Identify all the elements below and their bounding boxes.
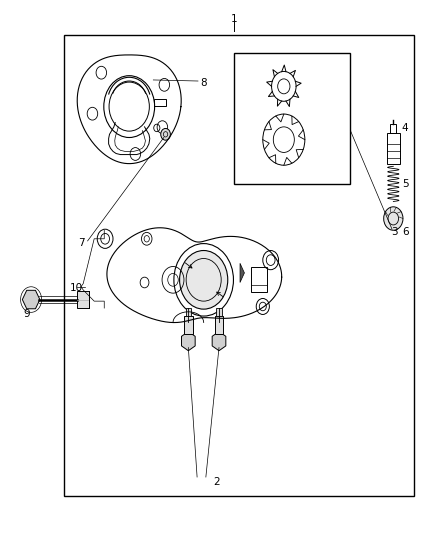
Bar — [390, 124, 396, 133]
Bar — [251, 266, 267, 292]
Bar — [387, 133, 400, 164]
Bar — [186, 308, 191, 316]
Polygon shape — [240, 263, 244, 282]
Bar — [154, 99, 166, 106]
Text: 4: 4 — [402, 123, 409, 133]
Text: 6: 6 — [402, 227, 409, 237]
Text: 9: 9 — [24, 310, 31, 319]
Bar — [215, 316, 223, 334]
Bar — [64, 35, 414, 496]
Circle shape — [384, 207, 403, 230]
Text: 2: 2 — [213, 478, 220, 487]
Text: 7: 7 — [78, 238, 85, 247]
Bar — [77, 291, 89, 308]
Circle shape — [180, 251, 228, 309]
Circle shape — [161, 128, 170, 140]
Bar — [216, 308, 222, 316]
Text: 5: 5 — [402, 179, 409, 189]
Text: 10: 10 — [70, 283, 83, 293]
Text: 3: 3 — [391, 227, 398, 237]
Bar — [184, 316, 193, 334]
Text: 1: 1 — [231, 14, 238, 23]
Bar — [234, 53, 350, 184]
Text: 8: 8 — [200, 78, 207, 87]
